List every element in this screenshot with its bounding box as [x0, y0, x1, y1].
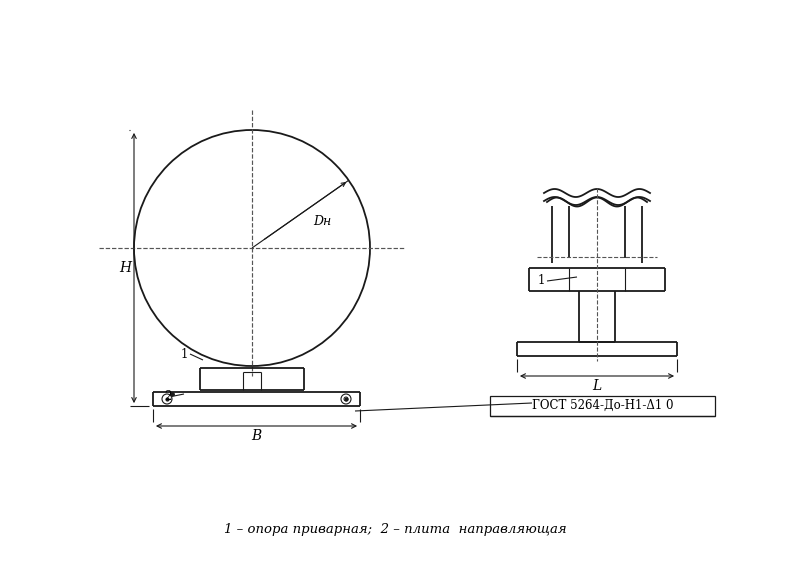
Text: Dн: Dн	[313, 215, 331, 228]
Bar	[490, 396, 715, 416]
Text: ГОСТ 5264-До-Н1-Δ1 0: ГОСТ 5264-До-Н1-Δ1 0	[532, 398, 674, 412]
Text: H: H	[119, 261, 131, 275]
Text: 2: 2	[165, 390, 172, 402]
Text: 1: 1	[538, 275, 545, 287]
Text: B: B	[251, 429, 262, 443]
Text: 1: 1	[181, 347, 188, 361]
Text: 1 – опора приварная;  2 – плита  направляющая: 1 – опора приварная; 2 – плита направляю…	[224, 524, 566, 536]
Text: L: L	[592, 379, 602, 393]
